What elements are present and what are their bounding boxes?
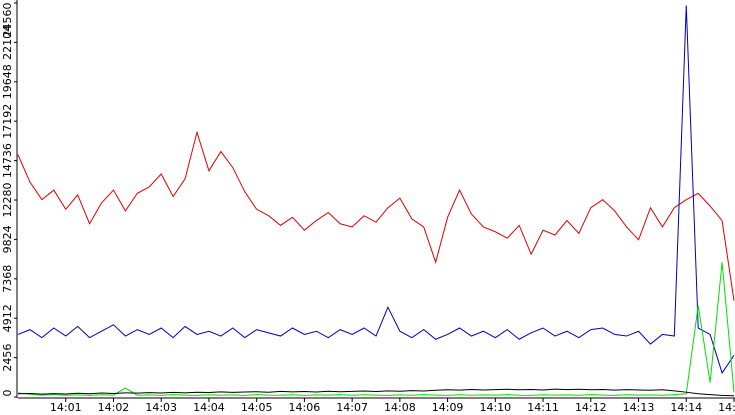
y-tick-label: 12280 bbox=[1, 183, 14, 218]
y-tick-label: 22104 bbox=[1, 25, 14, 60]
x-tick-label: 14:03 bbox=[145, 401, 177, 414]
x-tick-label: 14:14 bbox=[670, 401, 702, 414]
x-tick-label: 14:08 bbox=[384, 401, 416, 414]
x-tick-label: 14:10 bbox=[479, 401, 511, 414]
x-tick-label: 14:07 bbox=[336, 401, 368, 414]
series-line bbox=[17, 388, 735, 397]
y-tick-label: 9824 bbox=[1, 225, 14, 253]
y-tick-label: 14736 bbox=[1, 143, 14, 178]
x-tick-label: 14:02 bbox=[98, 401, 130, 414]
x-tick-label: 14:11 bbox=[527, 401, 559, 414]
y-tick-label: 7368 bbox=[1, 265, 14, 293]
y-tick-label: 2456 bbox=[1, 344, 14, 372]
x-tick-label: 14:12 bbox=[575, 401, 607, 414]
x-tick-label: 14:13 bbox=[623, 401, 655, 414]
x-tick-label: 14:01 bbox=[50, 401, 82, 414]
y-tick-label: 19648 bbox=[1, 64, 14, 99]
y-tick-label: 0 bbox=[1, 390, 14, 397]
series-line bbox=[17, 130, 735, 301]
x-tick-label: 14:09 bbox=[432, 401, 464, 414]
x-tick-label: 14:05 bbox=[241, 401, 273, 414]
y-tick-label: 24560 bbox=[1, 3, 14, 38]
y-tick-label: 4912 bbox=[1, 304, 14, 332]
series-line bbox=[17, 262, 735, 396]
series-line bbox=[17, 5, 735, 375]
x-tick-label: 14:04 bbox=[193, 401, 225, 414]
x-tick-label: 14:06 bbox=[289, 401, 321, 414]
x-tick-label: 14:15 bbox=[718, 401, 735, 414]
y-tick-label: 17192 bbox=[1, 104, 14, 139]
